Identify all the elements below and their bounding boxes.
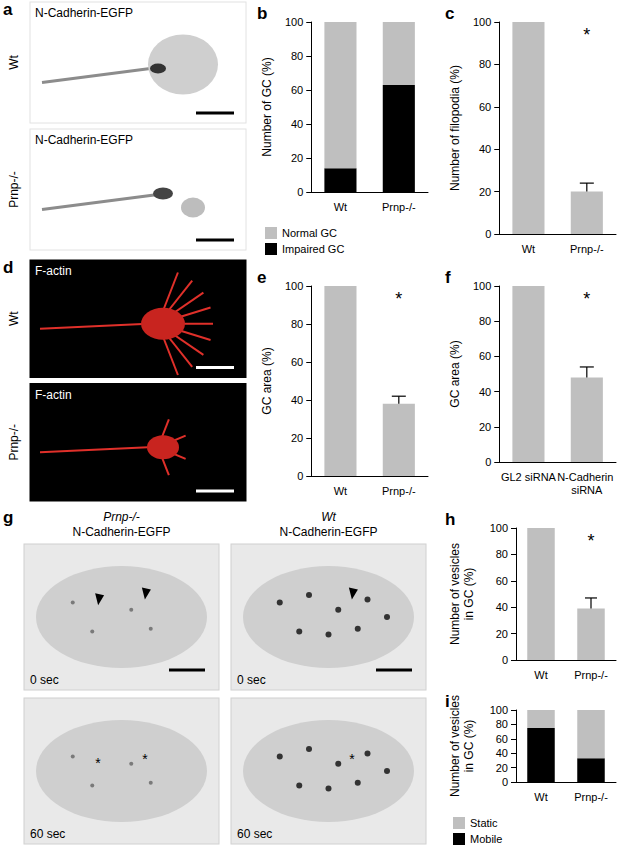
svg-text:N-Cadherin-EGFP: N-Cadherin-EGFP xyxy=(35,133,133,147)
svg-text:80: 80 xyxy=(479,58,491,70)
svg-text:Number of GC (%): Number of GC (%) xyxy=(260,57,274,156)
svg-text:80: 80 xyxy=(496,548,508,560)
svg-text:60: 60 xyxy=(291,356,303,368)
svg-text:20: 20 xyxy=(291,432,303,444)
svg-text:N-Cadherin-EGFP: N-Cadherin-EGFP xyxy=(72,525,170,539)
svg-text:i: i xyxy=(445,692,450,711)
svg-text:Wt: Wt xyxy=(7,55,21,70)
svg-text:0 sec: 0 sec xyxy=(237,673,266,687)
svg-text:a: a xyxy=(3,0,13,19)
svg-text:GL2 siRNA: GL2 siRNA xyxy=(501,471,557,483)
svg-text:*: * xyxy=(395,289,402,309)
svg-text:Number of filopodia (%): Number of filopodia (%) xyxy=(448,65,462,191)
svg-text:f: f xyxy=(445,268,451,287)
svg-text:*: * xyxy=(583,289,590,309)
svg-text:Prnp-/-: Prnp-/- xyxy=(382,201,416,213)
svg-text:20: 20 xyxy=(479,421,491,433)
svg-text:40: 40 xyxy=(496,747,508,759)
svg-text:60 sec: 60 sec xyxy=(237,827,272,841)
svg-text:Wt: Wt xyxy=(522,243,535,255)
svg-text:N-Cadherin-EGFP: N-Cadherin-EGFP xyxy=(279,525,377,539)
svg-text:0: 0 xyxy=(297,470,303,482)
svg-text:20: 20 xyxy=(496,762,508,774)
svg-text:Number of vesicles: Number of vesicles xyxy=(448,543,462,645)
svg-text:in GC (%): in GC (%) xyxy=(462,568,476,621)
svg-text:Impaired GC: Impaired GC xyxy=(282,243,344,255)
svg-text:20: 20 xyxy=(479,186,491,198)
svg-text:80: 80 xyxy=(496,718,508,730)
svg-text:0: 0 xyxy=(502,776,508,788)
svg-text:*: * xyxy=(583,25,590,45)
svg-text:b: b xyxy=(257,4,267,23)
svg-text:Mobile: Mobile xyxy=(470,833,502,845)
svg-text:c: c xyxy=(445,4,454,23)
svg-text:40: 40 xyxy=(291,394,303,406)
svg-text:0: 0 xyxy=(485,456,491,468)
svg-text:*: * xyxy=(349,751,355,767)
svg-text:60: 60 xyxy=(291,84,303,96)
svg-text:Wt: Wt xyxy=(7,311,21,326)
svg-text:siRNA: siRNA xyxy=(571,484,603,496)
svg-text:Wt: Wt xyxy=(334,201,347,213)
svg-text:*: * xyxy=(95,755,101,771)
svg-text:60: 60 xyxy=(496,575,508,587)
svg-text:0 sec: 0 sec xyxy=(30,673,59,687)
svg-text:h: h xyxy=(445,510,455,529)
svg-text:Prnp-/-: Prnp-/- xyxy=(7,424,21,461)
svg-text:GC area (%): GC area (%) xyxy=(260,347,274,414)
svg-text:20: 20 xyxy=(291,152,303,164)
svg-text:*: * xyxy=(142,751,148,767)
svg-text:GC area (%): GC area (%) xyxy=(448,340,462,407)
svg-text:0: 0 xyxy=(485,228,491,240)
svg-text:Normal GC: Normal GC xyxy=(282,227,337,239)
svg-text:100: 100 xyxy=(285,280,303,292)
svg-text:80: 80 xyxy=(291,318,303,330)
svg-text:in GC (%): in GC (%) xyxy=(462,720,476,773)
svg-text:Prnp-/-: Prnp-/- xyxy=(574,791,608,803)
svg-text:100: 100 xyxy=(285,16,303,28)
svg-text:100: 100 xyxy=(490,522,508,534)
svg-text:Wt: Wt xyxy=(534,791,547,803)
svg-text:*: * xyxy=(587,531,594,551)
svg-text:Prnp-/-: Prnp-/- xyxy=(574,669,608,681)
svg-text:g: g xyxy=(3,508,13,527)
svg-text:N-Cadherin-EGFP: N-Cadherin-EGFP xyxy=(35,6,133,20)
svg-text:20: 20 xyxy=(496,628,508,640)
svg-text:80: 80 xyxy=(291,50,303,62)
svg-text:60 sec: 60 sec xyxy=(30,827,65,841)
svg-text:F-actin: F-actin xyxy=(35,388,72,402)
svg-text:0: 0 xyxy=(297,186,303,198)
svg-text:e: e xyxy=(257,268,266,287)
svg-text:Wt: Wt xyxy=(334,485,347,497)
svg-text:N-Cadherin: N-Cadherin xyxy=(557,471,616,483)
svg-text:0: 0 xyxy=(502,654,508,666)
svg-text:Number of vesicles: Number of vesicles xyxy=(448,695,462,797)
svg-text:Prnp-/-: Prnp-/- xyxy=(103,510,140,524)
svg-text:F-actin: F-actin xyxy=(35,264,72,278)
svg-text:100: 100 xyxy=(473,280,491,292)
svg-text:Wt: Wt xyxy=(534,669,547,681)
svg-text:40: 40 xyxy=(479,143,491,155)
svg-text:d: d xyxy=(3,258,13,277)
svg-text:60: 60 xyxy=(479,350,491,362)
svg-text:Prnp-/-: Prnp-/- xyxy=(382,485,416,497)
svg-text:100: 100 xyxy=(490,704,508,716)
svg-text:100: 100 xyxy=(473,16,491,28)
svg-text:40: 40 xyxy=(479,386,491,398)
svg-text:40: 40 xyxy=(291,118,303,130)
svg-text:Prnp-/-: Prnp-/- xyxy=(570,243,604,255)
svg-text:Wt: Wt xyxy=(321,510,336,524)
svg-text:40: 40 xyxy=(496,601,508,613)
svg-text:Static: Static xyxy=(470,817,498,829)
svg-text:60: 60 xyxy=(496,733,508,745)
svg-text:60: 60 xyxy=(479,101,491,113)
svg-text:Prnp-/-: Prnp-/- xyxy=(7,171,21,208)
svg-text:80: 80 xyxy=(479,315,491,327)
